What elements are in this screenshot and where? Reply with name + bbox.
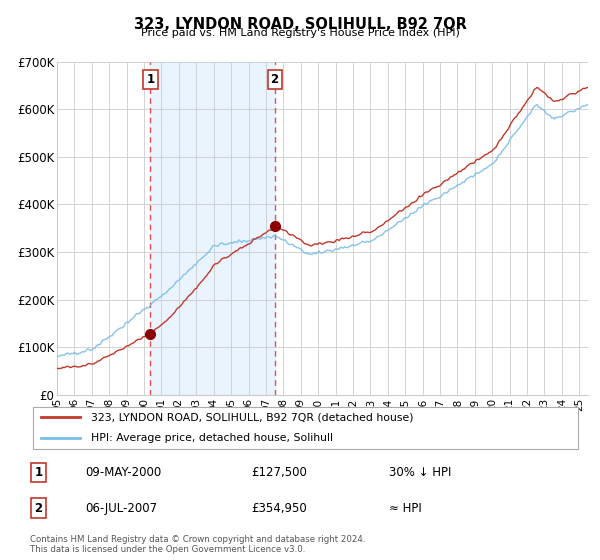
Text: 323, LYNDON ROAD, SOLIHULL, B92 7QR: 323, LYNDON ROAD, SOLIHULL, B92 7QR bbox=[134, 17, 466, 32]
FancyBboxPatch shape bbox=[33, 407, 578, 449]
Text: 2: 2 bbox=[34, 502, 43, 515]
Text: 1: 1 bbox=[34, 466, 43, 479]
Text: 06-JUL-2007: 06-JUL-2007 bbox=[85, 502, 157, 515]
Text: Contains HM Land Registry data © Crown copyright and database right 2024.
This d: Contains HM Land Registry data © Crown c… bbox=[30, 535, 365, 554]
Text: £127,500: £127,500 bbox=[251, 466, 307, 479]
Text: 323, LYNDON ROAD, SOLIHULL, B92 7QR (detached house): 323, LYNDON ROAD, SOLIHULL, B92 7QR (det… bbox=[91, 412, 413, 422]
Text: 30% ↓ HPI: 30% ↓ HPI bbox=[389, 466, 451, 479]
Text: 09-MAY-2000: 09-MAY-2000 bbox=[85, 466, 161, 479]
Text: £354,950: £354,950 bbox=[251, 502, 307, 515]
Text: 2: 2 bbox=[271, 73, 278, 86]
Bar bbox=[151, 62, 275, 395]
Text: 1: 1 bbox=[146, 73, 155, 86]
Text: HPI: Average price, detached house, Solihull: HPI: Average price, detached house, Soli… bbox=[91, 433, 333, 444]
Text: Price paid vs. HM Land Registry's House Price Index (HPI): Price paid vs. HM Land Registry's House … bbox=[140, 28, 460, 38]
Text: ≈ HPI: ≈ HPI bbox=[389, 502, 422, 515]
